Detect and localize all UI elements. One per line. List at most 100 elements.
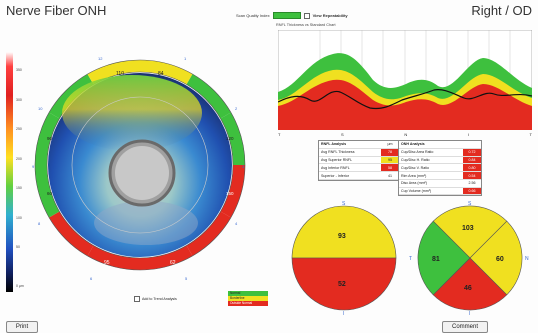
hemisphere-chart: S 93 52 I — [291, 201, 397, 316]
trend-analysis-checkbox[interactable] — [134, 296, 140, 302]
clock-number: 6 — [90, 276, 93, 281]
quadrant-chart: S 103 81 60 46 T N I — [409, 201, 529, 316]
x-tick: T — [278, 132, 281, 137]
hemisphere-top-label: S — [342, 201, 346, 207]
ring-value: 62 — [170, 260, 176, 266]
ring-value: 120 — [226, 136, 234, 141]
scale-tick: 150 — [16, 186, 22, 190]
inferior-quadrant-value: 46 — [464, 285, 472, 292]
clock-sector — [186, 211, 231, 256]
superior-quadrant — [432, 205, 508, 259]
superior-bundle — [62, 75, 202, 151]
clock-number: 12 — [98, 56, 103, 61]
quadrant-bottom-label: I — [469, 311, 470, 316]
clock-sector — [49, 211, 94, 256]
quadrant-left-label: T — [409, 256, 412, 262]
table-row: Avg Superior RNFL 95 — [319, 156, 399, 165]
scale-tick: 200 — [16, 157, 22, 161]
clock-sector — [220, 165, 245, 218]
trend-analysis-label: Add to Trend Analysis — [142, 297, 177, 301]
color-legend: Normal Borderline Outside Normal — [228, 291, 268, 306]
page-title: Nerve Fiber ONH — [6, 3, 107, 18]
x-tick: T — [529, 132, 532, 137]
inferior-quadrant — [432, 257, 508, 311]
clock-number: 8 — [38, 221, 41, 226]
legend-abnormal: Outside Normal — [228, 301, 268, 306]
ring-value: 84 — [158, 71, 164, 77]
tsnit-chart — [278, 30, 532, 130]
clock-sector — [220, 112, 245, 165]
clock-ring — [34, 59, 246, 271]
table-row: Avg Inferior RNFL 58 — [319, 163, 399, 173]
nasal-quadrant — [469, 220, 523, 296]
table-row: Avg RNFL Thickness 78 — [319, 148, 399, 157]
table-row: Disc Area (mm²) 2.56 — [399, 179, 481, 188]
eye-label: Right / OD — [471, 3, 532, 18]
scale-tick: 50 — [16, 245, 20, 249]
clock-sector — [87, 60, 140, 85]
view-repeatability-checkbox[interactable] — [303, 12, 310, 19]
trend-analysis-option[interactable]: Add to Trend Analysis — [134, 296, 177, 302]
legend-normal: Normal — [228, 291, 268, 296]
table-row: Rim Area (mm²) 0.54 — [399, 171, 481, 180]
scan-quality-indicator — [272, 12, 301, 19]
scale-tick: 0 µm — [16, 284, 24, 288]
table-header: ONH Analysis — [399, 141, 481, 149]
print-button[interactable]: Print — [6, 321, 38, 333]
nasal-quadrant-value: 60 — [496, 256, 504, 263]
clock-sector — [87, 245, 140, 270]
scan-quality-label: Scan Quality Index — [236, 13, 270, 18]
table-row: Cup/Disc Area Ratio 0.72 — [399, 148, 481, 157]
clock-sector — [35, 112, 60, 165]
legend-borderline: Borderline — [228, 296, 268, 301]
temporal-quadrant-value: 81 — [432, 256, 440, 263]
clock-number: 1 — [184, 56, 187, 61]
quadrant-right-label: N — [525, 256, 529, 262]
superior-half — [291, 205, 397, 259]
hemisphere-bottom-label: I — [343, 311, 344, 316]
scale-tick: 250 — [16, 127, 22, 131]
x-tick: S — [341, 132, 344, 137]
x-tick: N — [404, 132, 408, 137]
inferior-bundle — [94, 201, 198, 245]
clock-number: 3 — [242, 164, 245, 169]
clock-number: 10 — [38, 106, 43, 111]
temporal-quadrant — [417, 220, 471, 296]
superior-value: 93 — [338, 233, 346, 240]
table-row: Cup/Disc H. Ratio 0.84 — [399, 156, 481, 165]
ring-value: 95 — [104, 260, 110, 266]
inferior-value: 52 — [338, 281, 346, 288]
clock-number: 9 — [32, 164, 35, 169]
ring-value: 110 — [116, 71, 124, 77]
clock-sector — [186, 74, 231, 119]
onh-analysis-table: ONH Analysis Cup/Disc Area Ratio 0.72 Cu… — [398, 140, 482, 197]
clock-number: 2 — [235, 106, 238, 111]
inferior-half — [291, 257, 397, 311]
table-header: RNFL Analysis µm — [319, 141, 399, 149]
ring-value: 150 — [226, 191, 234, 196]
color-scale-bar — [6, 52, 13, 292]
scale-tick: 350 — [16, 68, 22, 72]
tsnit-chart-title: RNFL Thickness vs Standard Chart — [276, 23, 336, 27]
optic-cup — [115, 146, 169, 200]
clock-number: 4 — [235, 221, 238, 226]
ring-value: 90 — [47, 136, 53, 141]
scale-tick: 100 — [16, 216, 22, 220]
x-tick: I — [467, 132, 469, 137]
rnfl-thickness-map: 110 84 95 62 90 60 120 150 12 1 6 5 9 8 … — [32, 56, 246, 281]
table-row: Superior - Inferior 41 — [319, 171, 399, 180]
ring-value: 60 — [47, 191, 53, 196]
clock-number: 5 — [185, 276, 188, 281]
rnfl-analysis-table: RNFL Analysis µm Avg RNFL Thickness 78 A… — [318, 140, 400, 181]
scale-tick: 300 — [16, 98, 22, 102]
superior-quadrant-value: 103 — [462, 225, 474, 232]
quadrant-top-label: S — [468, 201, 472, 207]
comment-button[interactable]: Comment — [442, 321, 488, 333]
patient-rnfl-line — [278, 89, 532, 110]
clock-sector — [140, 60, 193, 85]
table-row: Cup Volume (mm³) 0.66 — [399, 187, 481, 196]
tsnit-x-ticks: T S N I T — [278, 132, 532, 137]
clock-sector — [140, 245, 193, 270]
table-row: Cup/Disc V. Ratio 0.80 — [399, 163, 481, 173]
clock-sector — [35, 165, 60, 218]
